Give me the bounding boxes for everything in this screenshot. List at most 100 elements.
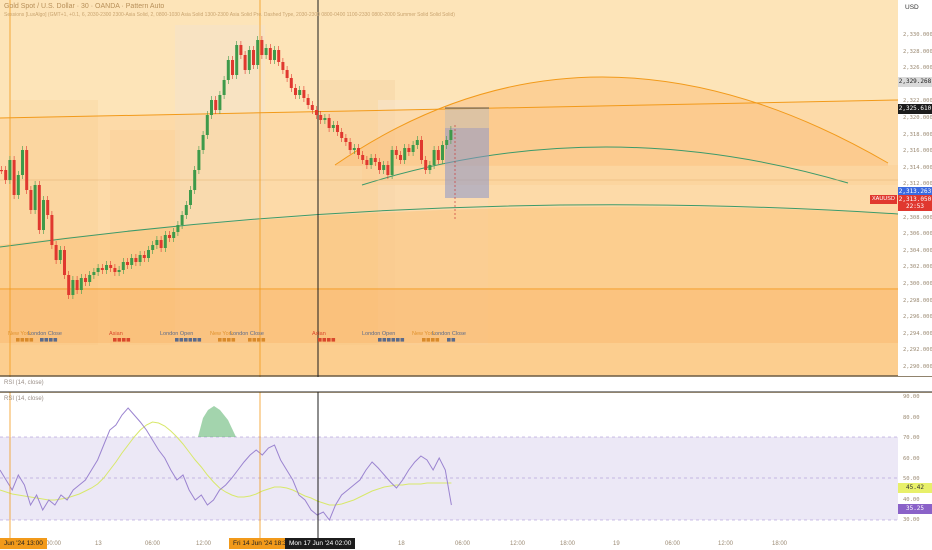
session-marker [197,338,202,342]
price-label: 2,312.000 [903,181,932,188]
price-label: 2,290.000 [903,364,932,370]
candle-body [21,150,24,175]
time-label: 06:00 [145,541,161,547]
candle-body [357,148,360,155]
price-label: 2,298.000 [903,297,932,304]
candle-body [96,268,100,272]
price-label: 2,318.000 [903,131,932,138]
candle-body [180,215,184,225]
session-marker [126,338,131,342]
candle-body [88,275,92,282]
arc-line [334,76,889,166]
rsi-title[interactable]: RSI (14, close) [4,380,44,386]
price-label: 2,308.000 [903,214,932,221]
session-label: London Open [362,331,396,337]
candle-body [33,185,37,210]
candle-body [197,150,201,170]
candle-body [424,160,428,170]
session-label: New York [210,331,234,337]
session-marker [257,338,261,342]
candle-body [184,205,188,215]
session-marker [218,338,222,342]
session-marker [382,338,387,342]
candle-body [222,80,226,95]
candle-body [16,175,20,195]
session-marker [322,338,327,342]
candle-body [176,225,180,232]
session-marker [175,338,179,342]
candle-body [189,190,192,205]
price-label: 2,330.000 [903,32,932,38]
session-marker [431,338,435,342]
rsi-line [0,407,452,521]
session-marker [248,338,252,342]
price-label: 2,306.000 [903,231,932,238]
price-label: 2,316.000 [903,148,932,155]
session-marker [378,338,382,342]
session-marker [179,338,184,342]
rsi-title-inner[interactable]: RSI (14, close) [4,396,44,402]
candle-body [4,170,8,180]
candle-body [58,250,62,260]
candle-body [210,100,213,115]
candle-body [37,185,41,230]
candle-body [142,255,146,258]
session-marker [231,338,236,342]
candle-body [361,155,365,160]
session-marker [261,338,266,342]
candle-body [256,40,260,65]
candle-body [163,235,167,248]
price-label: 2,302.000 [903,264,932,271]
indicator-title[interactable]: Sessions [LuxAlgo] (GMT+1, +0.1, 6, 2030… [4,12,455,18]
countdown-badge: 22:53 [898,203,932,211]
candle-body [428,165,432,170]
session-marker [25,338,29,342]
price-label: 2,314.000 [903,164,932,171]
candle-body [289,78,293,88]
session-marker [252,338,257,342]
price-label: 2,322.000 [903,98,932,105]
session-box [175,25,265,345]
candle-body [25,150,29,190]
session-label: Asian [109,331,123,337]
candle-body [105,265,108,270]
candle-body [12,160,16,195]
session-marker [387,338,391,342]
candle-body [239,45,243,55]
crosshair-time-badge: Mon 17 Jun '24 02:00 [285,538,356,549]
candle-body [126,262,129,265]
symbol-title[interactable]: Gold Spot / U.S. Dollar · 30 · OANDA · P… [4,3,165,10]
rsi-axis-label: 60.00 [903,455,920,462]
session-marker [396,338,400,342]
pane-gap [0,377,932,392]
candle-body [79,278,83,290]
candle-body [243,55,247,70]
rsi-axis-label: 30.00 [903,517,920,523]
candle-body [315,110,318,115]
session-marker [49,338,53,342]
rsi-ma-badge: 45.42 [898,483,932,493]
session-marker [318,338,322,342]
session-marker [53,338,58,342]
session-marker [227,338,231,342]
session-markers [16,338,456,342]
level-badge: 2,325.610 [898,104,932,114]
session-marker [391,338,396,342]
candle-body [138,255,142,262]
candle-body [319,115,323,120]
session-marker [184,338,188,342]
candle-body [151,245,155,250]
currency-label[interactable]: USD [905,4,919,11]
candle-body [117,270,121,272]
candle-body [285,70,289,78]
candle-body [121,262,125,270]
candle-body [277,50,281,62]
candle-body [340,132,344,138]
candle-body [252,50,255,65]
candle-body [390,150,394,175]
session-marker [193,338,197,342]
regression-band-lower [0,206,898,376]
session-marker [400,338,405,342]
candle-body [386,165,390,175]
